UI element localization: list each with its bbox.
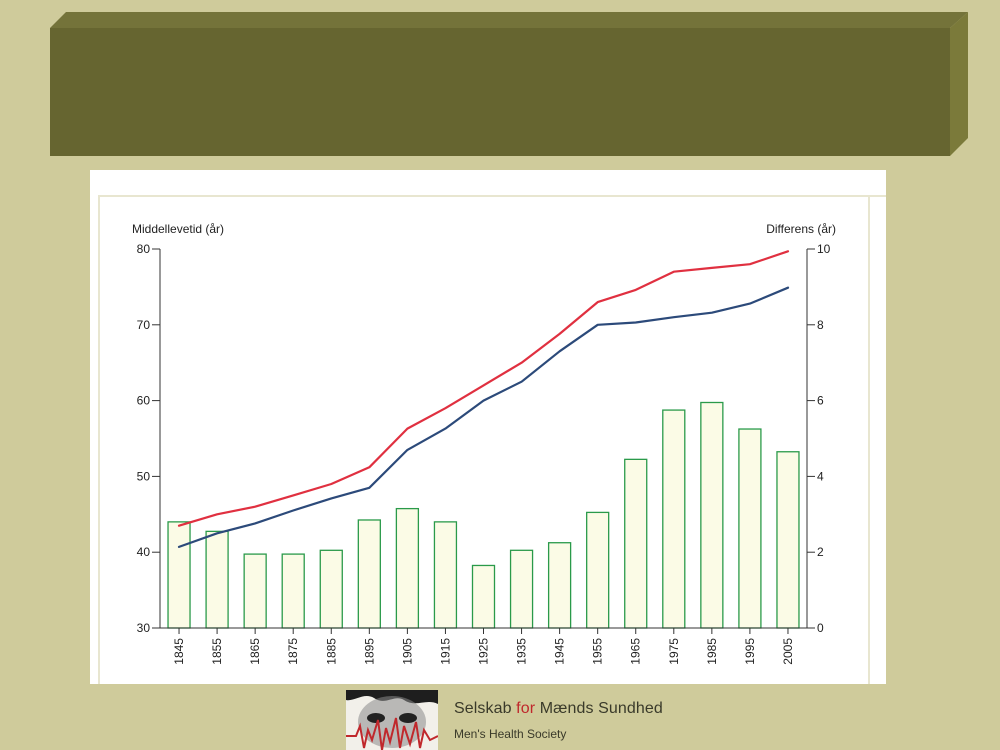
life-expectancy-line-2 [177,286,790,548]
banner-face [50,28,950,156]
x-tick-label-1955: 1955 [591,638,605,665]
difference-bar-1955 [586,511,610,629]
x-tick-label-1975: 1975 [667,638,681,665]
left-tick-label-70: 70 [137,318,151,332]
life-expectancy-chart: Middellevetid (år) Differens (år) 304050… [98,195,886,684]
x-tick-label-1895: 1895 [362,638,376,665]
difference-bar-1905 [395,507,420,629]
difference-bar-1945 [547,542,572,629]
x-tick-label-1905: 1905 [400,638,414,665]
difference-bar-1845 [167,521,191,629]
x-tick-label-1985: 1985 [705,638,719,665]
difference-bar-1965 [624,458,648,629]
title-banner [50,12,968,156]
left-axis-title: Middellevetid (år) [132,222,224,236]
right-tick-label-8: 8 [817,318,824,332]
difference-bar-1975 [662,409,686,629]
x-tick-label-1925: 1925 [477,638,491,665]
banner-top-bevel [50,12,968,28]
difference-bar-1935 [509,549,534,629]
x-tick-label-1855: 1855 [210,638,224,665]
chart-axes: 30 40 50 60 70 80 0 2 4 6 8 10 1845 1855 1865 1875 1885 1… [137,242,831,665]
logo-eye-left [367,713,385,723]
right-tick-label-10: 10 [817,242,831,256]
x-tick-label-1865: 1865 [248,638,262,665]
x-tick-label-1915: 1915 [438,638,452,665]
left-tick-label-30: 30 [137,621,151,635]
difference-bars [167,401,800,629]
logo-eye-right [399,713,417,723]
difference-bar-1915 [433,521,458,629]
right-axis-title: Differens (år) [766,222,836,236]
x-tick-label-1945: 1945 [553,638,567,665]
difference-bar-1855 [205,530,229,629]
x-tick-label-1845: 1845 [172,638,186,665]
x-tick-label-1995: 1995 [743,638,757,665]
difference-bar-1895 [357,519,381,629]
life-expectancy-lines [177,250,790,548]
org-name-part-2: Mænds Sundhed [535,700,663,717]
difference-bar-1985 [700,401,724,629]
x-tick-label-2005: 2005 [781,638,795,665]
org-name-part-1: Selskab [454,700,517,717]
banner-side-bevel [950,12,968,156]
x-tick-label-1965: 1965 [629,638,643,665]
difference-bar-1925 [471,564,496,629]
logo-text: Selskab for Mænds Sundhed Men's Health S… [454,690,663,741]
life-expectancy-line-1 [177,250,790,527]
difference-bar-1995 [738,428,762,629]
x-tick-label-1885: 1885 [324,638,338,665]
x-tick-label-1875: 1875 [286,638,300,665]
right-tick-label-0: 0 [817,621,824,635]
x-tick-label-1935: 1935 [515,638,529,665]
face-logo-image [346,690,438,750]
right-tick-label-4: 4 [817,469,824,483]
difference-bar-1875 [281,553,305,629]
logo-heartbeat-line [346,717,438,750]
difference-bar-2005 [776,451,800,629]
left-tick-label-50: 50 [137,469,151,483]
organization-name: Selskab for Mænds Sundhed [454,700,663,718]
left-tick-label-40: 40 [137,545,151,559]
chart-panel: Middellevetid (år) Differens (år) 30 40 50… [90,170,886,684]
difference-bar-1865 [243,553,267,629]
left-tick-label-80: 80 [137,242,151,256]
logo-face-shadow [358,696,426,748]
left-tick-label-60: 60 [137,394,151,408]
org-name-accent: for [516,700,536,717]
organization-subtitle: Men's Health Society [454,727,567,741]
right-tick-label-2: 2 [817,545,824,559]
footer-logo: Selskab for Mænds Sundhed Men's Health S… [346,690,663,750]
difference-bar-1885 [319,549,343,629]
right-tick-label-6: 6 [817,394,824,408]
